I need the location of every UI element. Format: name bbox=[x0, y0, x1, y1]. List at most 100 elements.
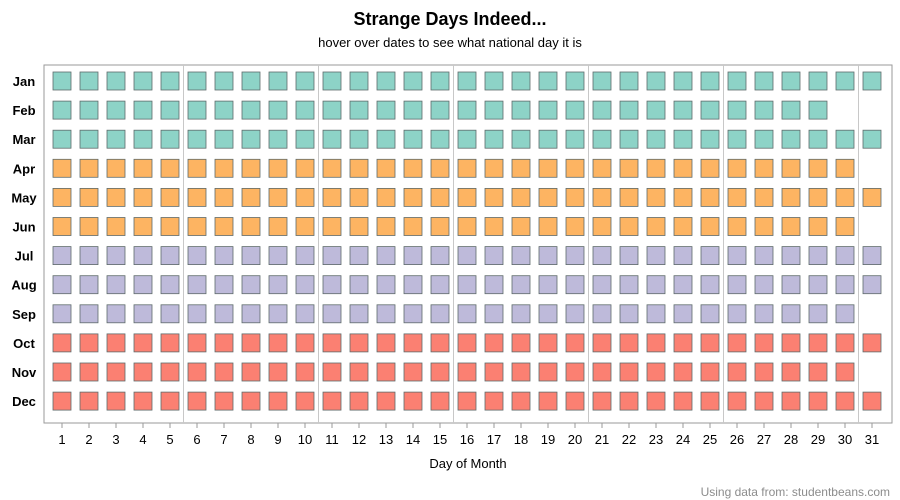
day-cell-dec-14[interactable]: Dec 14 bbox=[403, 391, 423, 411]
day-cell-jan-10[interactable]: Jan 10 bbox=[295, 71, 315, 91]
day-cell-dec-15[interactable]: Dec 15 bbox=[430, 391, 450, 411]
day-cell-feb-19[interactable]: Feb 19 bbox=[538, 100, 558, 120]
day-cell-mar-26[interactable]: Mar 26 bbox=[727, 129, 747, 149]
day-cell-mar-27[interactable]: Mar 27 bbox=[754, 129, 774, 149]
day-cell-jan-24[interactable]: Jan 24 bbox=[673, 71, 693, 91]
day-cell-feb-21[interactable]: Feb 21 bbox=[592, 100, 612, 120]
day-cell-dec-8[interactable]: Dec 8 bbox=[241, 391, 261, 411]
day-cell-feb-3[interactable]: Feb 3 bbox=[106, 100, 126, 120]
day-cell-jul-16[interactable]: Jul 16 bbox=[457, 246, 477, 266]
day-cell-jul-25[interactable]: Jul 25 bbox=[700, 246, 720, 266]
day-cell-aug-18[interactable]: Aug 18 bbox=[511, 275, 531, 295]
day-cell-may-27[interactable]: May 27 bbox=[754, 187, 774, 207]
day-cell-jul-14[interactable]: Jul 14 bbox=[403, 246, 423, 266]
day-cell-jan-25[interactable]: Jan 25 bbox=[700, 71, 720, 91]
day-cell-oct-8[interactable]: Oct 8 bbox=[241, 333, 261, 353]
day-cell-nov-22[interactable]: Nov 22 bbox=[619, 362, 639, 382]
day-cell-may-26[interactable]: May 26 bbox=[727, 187, 747, 207]
day-cell-oct-7[interactable]: Oct 7 bbox=[214, 333, 234, 353]
day-cell-jul-20[interactable]: Jul 20 bbox=[565, 246, 585, 266]
day-cell-nov-25[interactable]: Nov 25 bbox=[700, 362, 720, 382]
day-cell-dec-3[interactable]: Dec 3 bbox=[106, 391, 126, 411]
day-cell-oct-25[interactable]: Oct 25 bbox=[700, 333, 720, 353]
day-cell-jun-12[interactable]: Jun 12 bbox=[349, 217, 369, 236]
day-cell-apr-26[interactable]: Apr 26 bbox=[727, 158, 747, 178]
day-cell-apr-1[interactable]: Apr 1 bbox=[52, 158, 72, 178]
day-cell-jun-17[interactable]: Jun 17 bbox=[484, 217, 504, 236]
day-cell-mar-30[interactable]: Mar 30 bbox=[835, 129, 855, 149]
day-cell-may-11[interactable]: May 11 bbox=[322, 187, 342, 207]
day-cell-jul-4[interactable]: Jul 4 bbox=[133, 246, 153, 266]
day-cell-apr-16[interactable]: Apr 16 bbox=[457, 158, 477, 178]
day-cell-jan-23[interactable]: Jan 23 bbox=[646, 71, 666, 91]
day-cell-aug-29[interactable]: Aug 29 bbox=[808, 275, 828, 295]
day-cell-apr-2[interactable]: Apr 2 bbox=[79, 158, 99, 178]
day-cell-sep-29[interactable]: Sep 29 bbox=[808, 304, 828, 324]
day-cell-feb-7[interactable]: Feb 7 bbox=[214, 100, 234, 120]
day-cell-jan-28[interactable]: Jan 28 bbox=[781, 71, 801, 91]
day-cell-nov-29[interactable]: Nov 29 bbox=[808, 362, 828, 382]
day-cell-aug-16[interactable]: Aug 16 bbox=[457, 275, 477, 295]
day-cell-dec-20[interactable]: Dec 20 bbox=[565, 391, 585, 411]
day-cell-nov-27[interactable]: Nov 27 bbox=[754, 362, 774, 382]
day-cell-oct-27[interactable]: Oct 27 bbox=[754, 333, 774, 353]
day-cell-jan-3[interactable]: Jan 3 bbox=[106, 71, 126, 91]
day-cell-apr-21[interactable]: Apr 21 bbox=[592, 158, 612, 178]
day-cell-apr-11[interactable]: Apr 11 bbox=[322, 158, 342, 178]
day-cell-may-8[interactable]: May 8 bbox=[241, 187, 261, 207]
day-cell-may-19[interactable]: May 19 bbox=[538, 187, 558, 207]
day-cell-apr-17[interactable]: Apr 17 bbox=[484, 158, 504, 178]
day-cell-dec-21[interactable]: Dec 21 bbox=[592, 391, 612, 411]
day-cell-mar-22[interactable]: Mar 22 bbox=[619, 129, 639, 149]
day-cell-aug-20[interactable]: Aug 20 bbox=[565, 275, 585, 295]
day-cell-mar-4[interactable]: Mar 4 bbox=[133, 129, 153, 149]
day-cell-jan-4[interactable]: Jan 4 bbox=[133, 71, 153, 91]
day-cell-dec-12[interactable]: Dec 12 bbox=[349, 391, 369, 411]
day-cell-dec-27[interactable]: Dec 27 bbox=[754, 391, 774, 411]
day-cell-sep-4[interactable]: Sep 4 bbox=[133, 304, 153, 324]
day-cell-dec-18[interactable]: Dec 18 bbox=[511, 391, 531, 411]
day-cell-feb-5[interactable]: Feb 5 bbox=[160, 100, 180, 120]
day-cell-nov-1[interactable]: Nov 1 bbox=[52, 362, 72, 382]
day-cell-nov-30[interactable]: Nov 30 bbox=[835, 362, 855, 382]
day-cell-aug-14[interactable]: Aug 14 bbox=[403, 275, 423, 295]
day-cell-may-14[interactable]: May 14 bbox=[403, 187, 423, 207]
day-cell-may-9[interactable]: May 9 bbox=[268, 187, 288, 207]
day-cell-feb-23[interactable]: Feb 23 bbox=[646, 100, 666, 120]
day-cell-nov-12[interactable]: Nov 12 bbox=[349, 362, 369, 382]
day-cell-dec-4[interactable]: Dec 4 bbox=[133, 391, 153, 411]
day-cell-apr-30[interactable]: Apr 30 bbox=[835, 158, 855, 178]
day-cell-oct-12[interactable]: Oct 12 bbox=[349, 333, 369, 353]
day-cell-jan-6[interactable]: Jan 6 bbox=[187, 71, 207, 91]
day-cell-jul-30[interactable]: Jul 30 bbox=[835, 246, 855, 266]
day-cell-sep-13[interactable]: Sep 13 bbox=[376, 304, 396, 324]
day-cell-feb-25[interactable]: Feb 25 bbox=[700, 100, 720, 120]
day-cell-oct-16[interactable]: Oct 16 bbox=[457, 333, 477, 353]
day-cell-dec-6[interactable]: Dec 6 bbox=[187, 391, 207, 411]
day-cell-nov-14[interactable]: Nov 14 bbox=[403, 362, 423, 382]
day-cell-jan-22[interactable]: Jan 22 bbox=[619, 71, 639, 91]
day-cell-jan-29[interactable]: Jan 29 bbox=[808, 71, 828, 91]
day-cell-oct-1[interactable]: Oct 1 bbox=[52, 333, 72, 353]
day-cell-oct-30[interactable]: Oct 30 bbox=[835, 333, 855, 353]
day-cell-dec-23[interactable]: Dec 23 bbox=[646, 391, 666, 411]
day-cell-dec-17[interactable]: Dec 17 bbox=[484, 391, 504, 411]
day-cell-jul-18[interactable]: Jul 18 bbox=[511, 246, 531, 266]
day-cell-dec-7[interactable]: Dec 7 bbox=[214, 391, 234, 411]
day-cell-jan-12[interactable]: Jan 12 bbox=[349, 71, 369, 91]
day-cell-jul-21[interactable]: Jul 21 bbox=[592, 246, 612, 266]
day-cell-aug-11[interactable]: Aug 11 bbox=[322, 275, 342, 295]
day-cell-feb-27[interactable]: Feb 27 bbox=[754, 100, 774, 120]
day-cell-jul-17[interactable]: Jul 17 bbox=[484, 246, 504, 266]
day-cell-apr-20[interactable]: Apr 20 bbox=[565, 158, 585, 178]
day-cell-may-20[interactable]: May 20 bbox=[565, 187, 585, 207]
day-cell-jun-21[interactable]: Jun 21 bbox=[592, 217, 612, 236]
day-cell-jun-6[interactable]: Jun 6 bbox=[187, 217, 207, 236]
day-cell-jul-15[interactable]: Jul 15 bbox=[430, 246, 450, 266]
day-cell-feb-4[interactable]: Feb 4 bbox=[133, 100, 153, 120]
day-cell-oct-28[interactable]: Oct 28 bbox=[781, 333, 801, 353]
day-cell-mar-29[interactable]: Mar 29 bbox=[808, 129, 828, 149]
day-cell-apr-15[interactable]: Apr 15 bbox=[430, 158, 450, 178]
day-cell-mar-8[interactable]: Mar 8 bbox=[241, 129, 261, 149]
day-cell-mar-15[interactable]: Mar 15 bbox=[430, 129, 450, 149]
